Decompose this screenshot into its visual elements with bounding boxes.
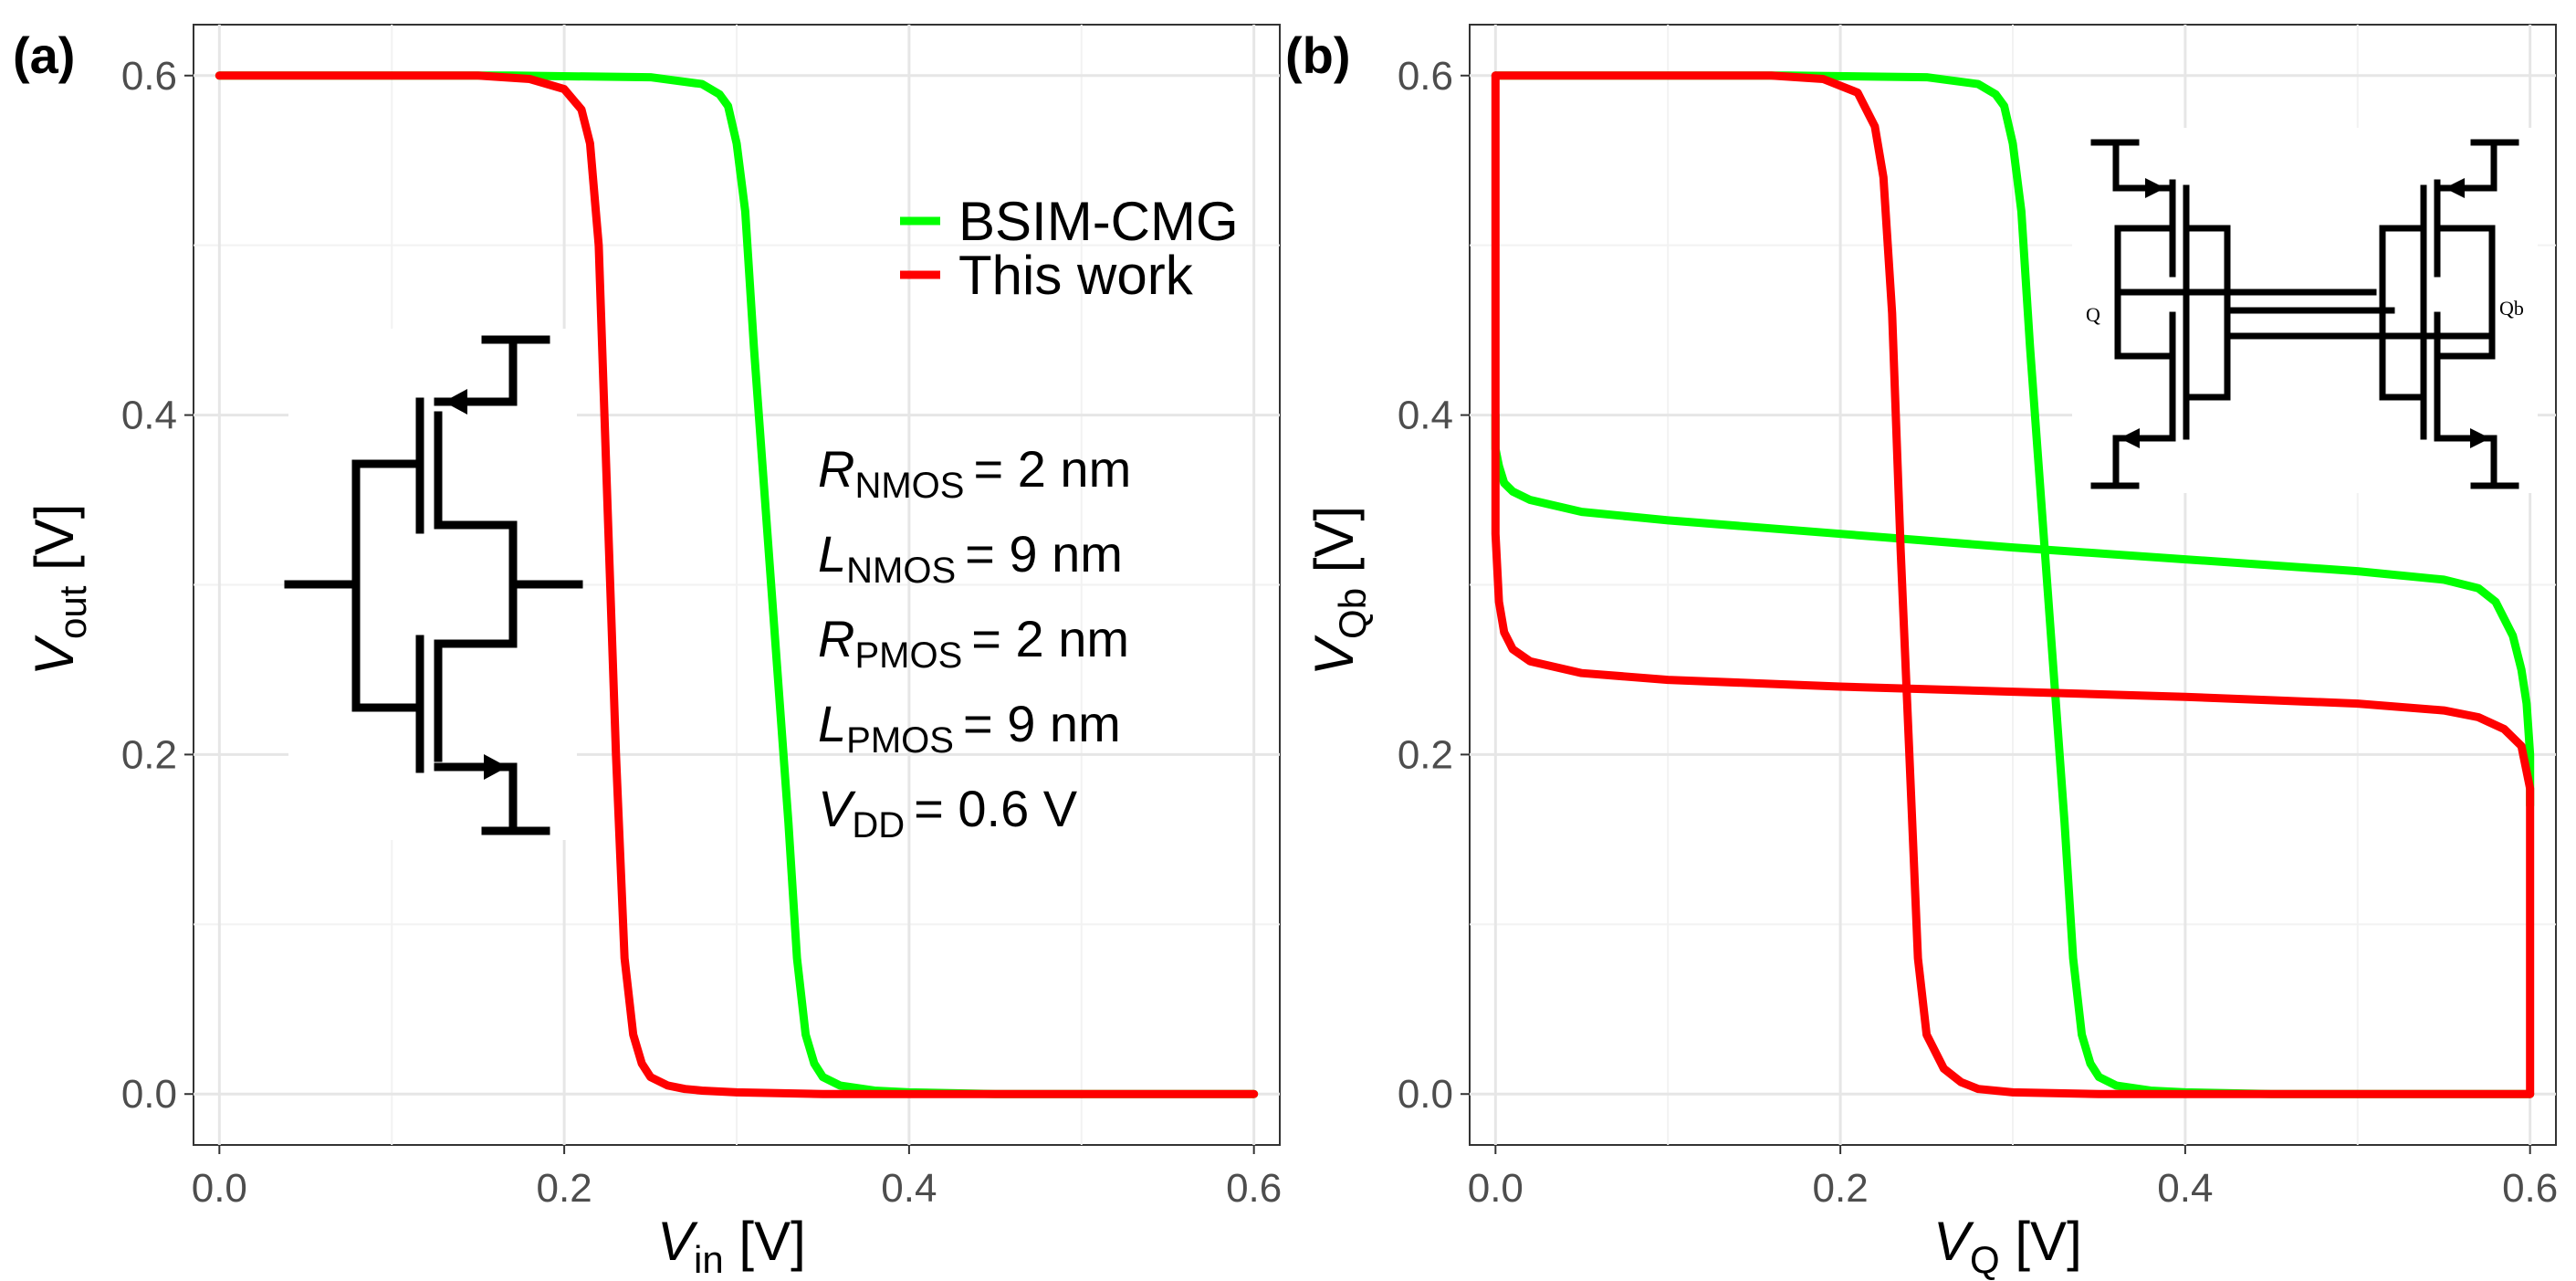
panel-b-x-tick-label: 0.4 xyxy=(2157,1166,2213,1211)
panel-a-legend: BSIM-CMG This work xyxy=(900,191,1239,306)
sram-node-q-label: Q xyxy=(2086,303,2100,326)
panel-b-x-tick-label: 0.0 xyxy=(1468,1166,1524,1211)
panel-b-x-tick-label: 0.2 xyxy=(1813,1166,1869,1211)
sram-left-nmos-arrow-icon xyxy=(2120,428,2140,448)
param-v-dd: VDD = 0.6 V xyxy=(818,780,1078,845)
panel-a-x-tick-label: 0.0 xyxy=(192,1166,247,1211)
sram-node-qb-label: Qb xyxy=(2499,297,2524,320)
panel-b-series-this-work-mirrored xyxy=(1491,71,2535,1098)
sram-right-nmos-arrow-icon xyxy=(2470,428,2490,448)
legend-label-this-work: This work xyxy=(958,245,1194,306)
panel-a-x-tick-label: 0.6 xyxy=(1226,1166,1282,1211)
panel-a-series-this-work xyxy=(215,71,1259,1098)
panel-a: 0.0 0.2 0.4 0.6 0.0 0.2 0.4 0.6 (a) Vin [V] Vou… xyxy=(13,24,1282,1281)
panel-a-y-tick-label: 0.6 xyxy=(121,54,177,99)
legend-label-bsim-cmg: BSIM-CMG xyxy=(958,191,1239,252)
panel-b-y-axis-label: VQb [V] xyxy=(1304,506,1374,676)
panel-b-x-axis-label: VQ [V] xyxy=(1933,1211,2082,1281)
param-r-nmos: RNMOS = 2 nm xyxy=(818,440,1131,506)
panel-a-series xyxy=(215,71,1259,1098)
param-l-nmos: LNMOS = 9 nm xyxy=(818,525,1123,591)
sram-right-pmos-arrow-icon xyxy=(2445,178,2465,198)
param-l-pmos: LPMOS = 9 nm xyxy=(818,695,1121,761)
panel-a-series-bsim-cmg xyxy=(215,71,1259,1098)
panel-b-series-bsim-cmg xyxy=(1491,71,2535,1098)
panel-a-y-tick-label: 0.0 xyxy=(121,1072,177,1117)
sram-cell-schematic xyxy=(2072,128,2538,493)
panel-b-series-bsim-cmg-mirrored xyxy=(1491,411,2535,810)
inverter-schematic xyxy=(284,329,583,840)
pmos-arrow-icon xyxy=(444,389,467,415)
param-r-pmos: RPMOS = 2 nm xyxy=(818,610,1129,676)
panel-a-x-tick-label: 0.2 xyxy=(537,1166,592,1211)
panel-a-label: (a) xyxy=(13,26,75,84)
panel-b-series-this-work xyxy=(1491,71,2535,1098)
panel-b-x-tick-label: 0.6 xyxy=(2502,1166,2558,1211)
panel-a-y-axis-label: Vout [V] xyxy=(24,504,94,676)
panel-b-y-tick-label: 0.6 xyxy=(1398,54,1453,99)
panel-a-y-tick-label: 0.4 xyxy=(121,394,177,438)
panel-b-y-tick-label: 0.0 xyxy=(1398,1072,1453,1117)
sram-left-pmos-arrow-icon xyxy=(2145,178,2165,198)
panel-b-y-tick-label: 0.2 xyxy=(1398,732,1453,777)
panel-a-x-tick-label: 0.4 xyxy=(881,1166,937,1211)
panel-b: 0.0 0.2 0.4 0.6 0.0 0.2 0.4 0.6 (b) VQ [V] VQb … xyxy=(1285,24,2558,1281)
panel-b-ticks: 0.0 0.2 0.4 0.6 0.0 0.2 0.4 0.6 xyxy=(1398,54,2558,1211)
panel-a-ticks: 0.0 0.2 0.4 0.6 0.0 0.2 0.4 0.6 xyxy=(121,54,1282,1211)
panel-a-x-axis-label: Vin [V] xyxy=(657,1211,806,1281)
nmos-arrow-icon xyxy=(484,754,508,780)
panel-b-series xyxy=(1491,71,2535,1098)
panel-a-parameters: RNMOS = 2 nm LNMOS = 9 nm RPMOS = 2 nm LPMO… xyxy=(818,440,1131,845)
panel-b-y-tick-label: 0.4 xyxy=(1398,394,1453,438)
panel-b-label: (b) xyxy=(1285,26,1351,84)
panel-a-y-tick-label: 0.2 xyxy=(121,732,177,777)
